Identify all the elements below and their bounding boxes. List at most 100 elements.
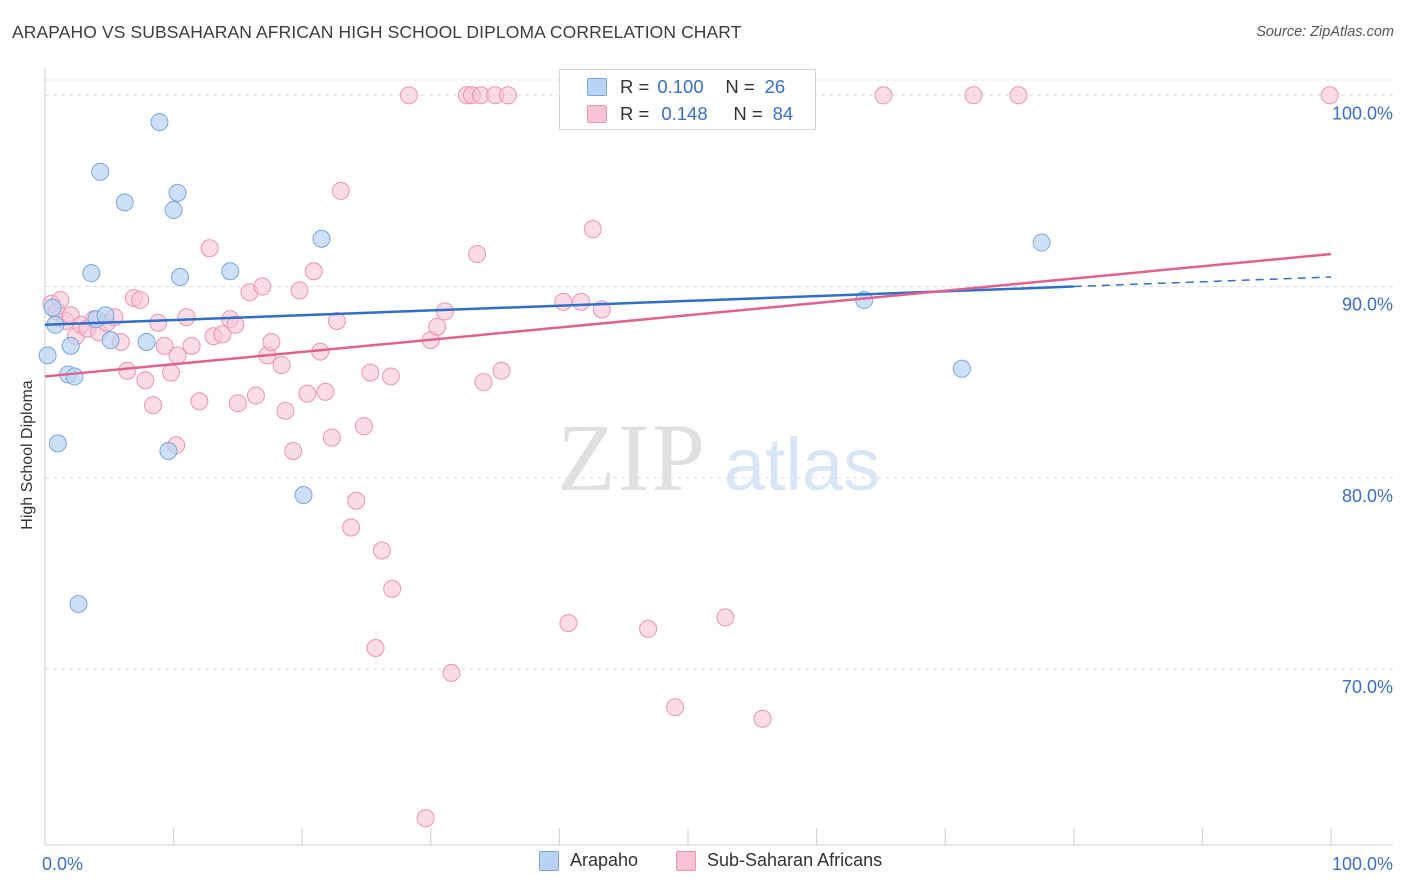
r-label: R =: [620, 76, 650, 97]
subsaharan-point: [498, 86, 517, 105]
chart-title: ARAPAHO VS SUBSAHARAN AFRICAN HIGH SCHOO…: [12, 22, 742, 42]
subsaharan-point: [399, 86, 418, 105]
legend-item-subsaharan: Sub-Saharan Africans: [676, 850, 882, 871]
y-tick-label: 100.0%: [1332, 103, 1393, 123]
x-tick-label: 100.0%: [1332, 854, 1393, 874]
r-label: R =: [620, 103, 650, 124]
arapaho-point: [115, 193, 134, 212]
subsaharan-point: [136, 371, 155, 390]
subsaharan-point: [213, 325, 232, 344]
subsaharan-point: [155, 336, 174, 355]
arapaho-trend-line: [44, 285, 1074, 327]
y-tick-label: 70.0%: [1342, 677, 1393, 697]
subsaharan-point: [361, 363, 380, 382]
y-tick-labels: 70.0% 80.0% 90.0% 100.0%: [1332, 103, 1393, 697]
subsaharan-point: [331, 181, 350, 200]
source-label: Source: ZipAtlas.com: [1256, 24, 1394, 40]
subsaharan-point: [554, 292, 573, 311]
n-value: 26: [764, 76, 786, 97]
subsaharan-point: [874, 86, 893, 105]
subsaharan-point: [666, 698, 685, 717]
subsaharan-point: [753, 709, 772, 728]
legend-label-subsaharan: Sub-Saharan Africans: [707, 850, 883, 870]
arapaho-point: [1032, 233, 1051, 252]
subsaharan-point: [190, 392, 209, 411]
subsaharan-point: [372, 541, 391, 560]
grid-lines: [45, 79, 1393, 670]
stats-row-arapaho: R = 0.100 N = 26: [560, 74, 785, 100]
arapaho-point: [69, 595, 88, 614]
subsaharan-point: [964, 86, 983, 105]
arapaho-point: [312, 229, 331, 248]
subsaharan-point: [559, 614, 578, 633]
arapaho-point: [91, 162, 110, 181]
arapaho-swatch: [587, 78, 607, 96]
subsaharan-point: [304, 262, 323, 281]
arapaho-point: [82, 264, 101, 283]
arapaho-point: [101, 331, 120, 350]
subsaharan-point: [639, 619, 658, 638]
stats-legend: R = 0.100 N = 26 R = 0.148 N = 84: [559, 69, 816, 130]
arapaho-point: [164, 201, 183, 220]
subsaharan-point: [442, 663, 461, 682]
subsaharan-point: [131, 290, 150, 309]
subsaharan-point: [435, 302, 454, 321]
subsaharan-legend-swatch: [676, 850, 696, 871]
subsaharan-point: [262, 333, 281, 352]
arapaho-point: [150, 113, 169, 132]
x-tick-labels: 0.0% 100.0%: [42, 854, 1393, 874]
arapaho-point: [171, 267, 190, 286]
n-value: 84: [772, 103, 794, 124]
arapaho-point: [65, 367, 84, 386]
axes: [44, 68, 1393, 846]
subsaharan-point: [200, 239, 219, 258]
subsaharan-trend-line: [44, 252, 1332, 378]
arapaho-point: [48, 434, 67, 453]
subsaharan-point: [144, 396, 163, 415]
x-tick-label: 0.0%: [42, 854, 83, 874]
n-label: N =: [725, 76, 755, 97]
arapaho-point: [137, 333, 156, 352]
subsaharan-point: [298, 384, 317, 403]
subsaharan-point: [474, 373, 493, 392]
trend-lines: [44, 252, 1332, 378]
subsaharan-swatch: [587, 105, 607, 123]
subsaharan-point: [342, 518, 361, 537]
subsaharan-point: [1320, 86, 1339, 105]
subsaharan-point: [468, 245, 487, 264]
subsaharan-point: [354, 417, 373, 436]
subsaharan-point: [272, 355, 291, 374]
r-value: 0.148: [661, 103, 708, 124]
subsaharan-point: [246, 386, 265, 405]
subsaharan-point: [416, 809, 435, 828]
subsaharan-point: [316, 382, 335, 401]
subsaharan-point: [492, 361, 511, 380]
arapaho-point: [61, 336, 80, 355]
subsaharan-point: [290, 281, 309, 300]
subsaharan-point: [1009, 86, 1028, 105]
zipatlas-watermark: ZIP atlas: [557, 404, 880, 511]
subsaharan-point: [322, 428, 341, 447]
legend-label-arapaho: Arapaho: [570, 850, 639, 870]
arapaho-point: [294, 486, 313, 505]
subsaharan-point: [327, 311, 346, 330]
r-value: 0.100: [657, 76, 704, 97]
n-label: N =: [733, 103, 763, 124]
arapaho-point: [159, 442, 178, 461]
subsaharan-point: [428, 317, 447, 336]
subsaharan-point: [583, 220, 602, 239]
watermark-atlas: atlas: [724, 423, 880, 506]
subsaharan-point: [162, 363, 181, 382]
series-legend: Arapaho Sub-Saharan Africans: [0, 850, 1406, 878]
legend-item-arapaho: Arapaho: [539, 850, 638, 871]
subsaharan-point: [284, 442, 303, 461]
subsaharan-point: [716, 608, 735, 627]
y-tick-label: 80.0%: [1342, 486, 1393, 506]
subsaharan-point: [149, 313, 168, 332]
arapaho-trend-extension: [1073, 276, 1332, 288]
subsaharan-point: [253, 277, 272, 296]
subsaharan-point: [228, 394, 247, 413]
arapaho-point: [168, 183, 187, 202]
subsaharan-point: [182, 336, 201, 355]
